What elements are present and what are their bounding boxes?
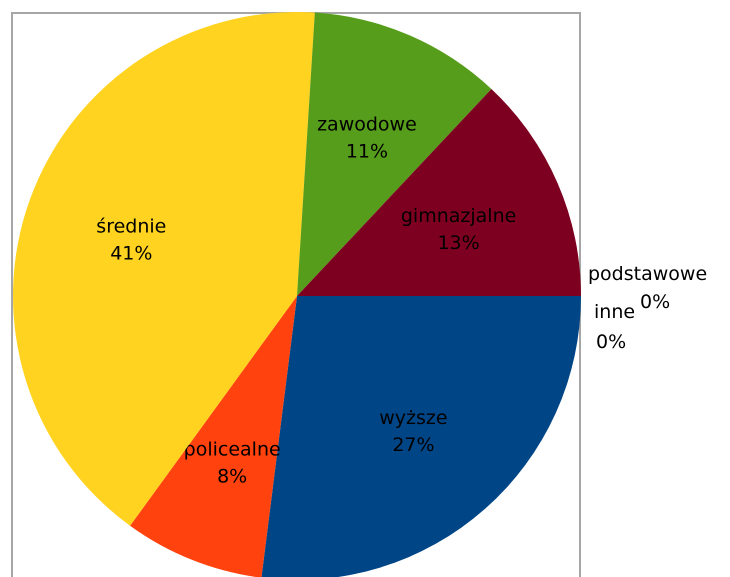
slice-label-policealne: policealne 8%: [184, 439, 281, 488]
outside-label-inne: inne: [594, 301, 635, 323]
pie-slice-policealne: [130, 296, 297, 577]
slice-label-srednie: średnie 41%: [96, 215, 166, 264]
pie-slice-zawodowe: [297, 12, 492, 296]
slice-label-wyzsze: wyższe 27%: [379, 407, 447, 456]
outside-value-podstawowe: 0%: [640, 291, 670, 313]
pie-slice-gimnazjalne: [297, 88, 581, 297]
outside-label-podstawowe: podstawowe: [588, 263, 707, 285]
pie-slice-wyzsze: [261, 296, 581, 577]
pie-slice-srednie: [13, 12, 315, 526]
slice-label-zawodowe: zawodowe 11%: [317, 113, 417, 162]
slice-label-gimnazjalne: gimnazjalne 13%: [401, 205, 516, 254]
outside-value-inne: 0%: [596, 331, 626, 353]
